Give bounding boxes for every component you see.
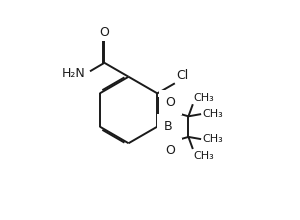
Text: CH₃: CH₃ (203, 134, 224, 145)
Text: CH₃: CH₃ (194, 151, 214, 161)
Text: H₂N: H₂N (62, 67, 86, 80)
Text: B: B (164, 120, 172, 133)
Text: O: O (166, 144, 176, 157)
Text: CH₃: CH₃ (203, 109, 224, 119)
Text: CH₃: CH₃ (194, 93, 214, 103)
Text: Cl: Cl (176, 69, 189, 82)
Text: O: O (100, 26, 110, 39)
Text: O: O (166, 96, 176, 109)
